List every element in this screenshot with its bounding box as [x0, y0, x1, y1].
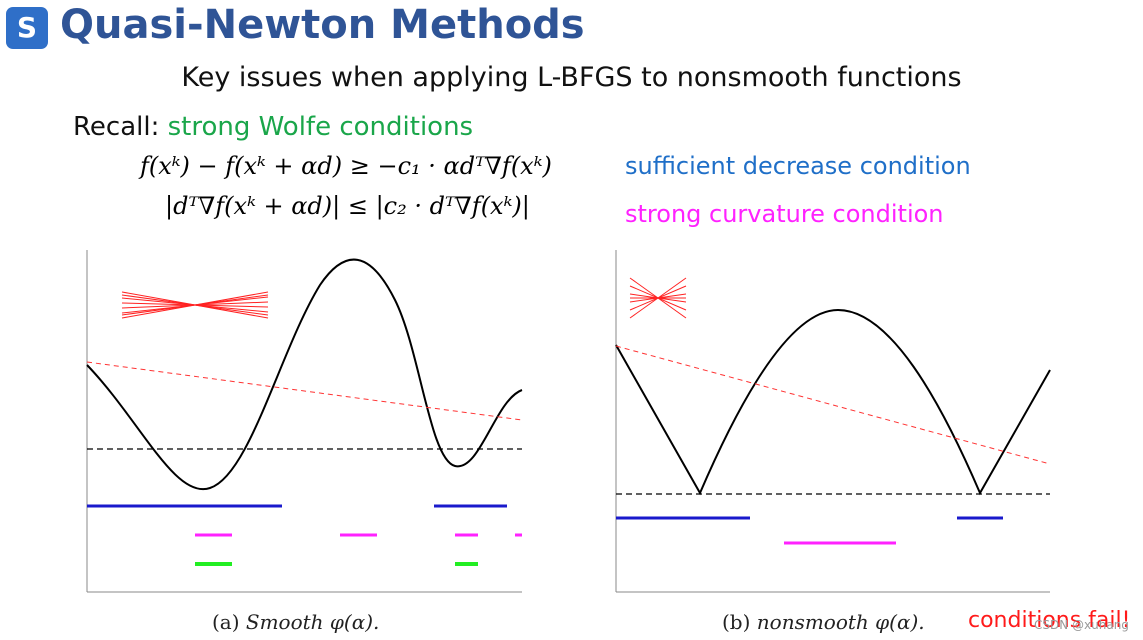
conditions-fail-note: conditions fail!: [968, 608, 1131, 633]
strong-curvature-equation: |dᵀ∇f(xᵏ + αd)| ≤ |c₂ · dᵀ∇f(xᵏ)|: [165, 192, 530, 220]
logo-icon: S: [6, 7, 48, 49]
recall-line: Recall: strong Wolfe conditions: [73, 112, 473, 142]
nonsmooth-phi-curve: [615, 308, 1051, 496]
sufficient-decrease-line-a: [86, 361, 523, 421]
recall-label: Recall:: [73, 112, 168, 142]
caption-a-text: Smooth φ(α).: [245, 610, 380, 634]
slide-subtitle: Key issues when applying L-BFGS to nonsm…: [181, 62, 962, 93]
nonsmooth-plot: [615, 250, 1051, 593]
gradient-fan-a: [121, 291, 269, 319]
sufficient-decrease-equation: f(xᵏ) − f(xᵏ + αd) ≥ −c₁ · αdᵀ∇f(xᵏ): [140, 152, 552, 180]
watermark: CSDN @xuhang: [1034, 618, 1129, 632]
caption-nonsmooth: (b) nonsmooth φ(α).: [722, 610, 925, 634]
sufficient-decrease-label: sufficient decrease condition: [625, 152, 971, 180]
smooth-phi-curve: [86, 258, 523, 491]
page-title: Quasi-Newton Methods: [60, 2, 585, 48]
strong-curvature-label: strong curvature condition: [625, 200, 944, 228]
sufficient-decrease-line-b: [615, 345, 1051, 465]
caption-a-prefix: (a): [212, 610, 246, 634]
gradient-fan-b: [629, 277, 687, 319]
caption-b-text: nonsmooth φ(α).: [756, 610, 925, 634]
smooth-plot: [86, 250, 523, 593]
caption-b-prefix: (b): [722, 610, 757, 634]
caption-smooth: (a) Smooth φ(α).: [212, 610, 379, 634]
recall-highlight: strong Wolfe conditions: [167, 112, 474, 142]
